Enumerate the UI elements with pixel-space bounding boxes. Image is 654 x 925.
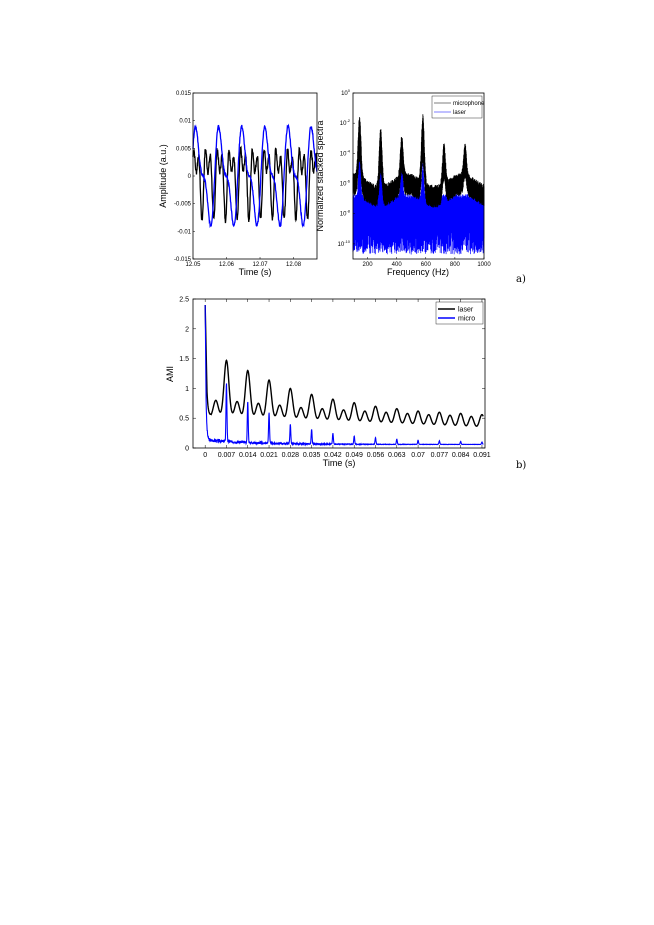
series-laser [204,304,484,427]
x-tick-label: 12.07 [253,262,269,268]
x-tick-label: 0.028 [282,452,300,459]
y-tick-label: 10-4 [340,148,351,157]
x-axis-label: Time (s) [323,458,356,468]
chart-amplitude: 12.05 12.06 12.07 12.08 0.015 0.01 0.005 0 -0.00… [158,91,318,277]
chart-ami: 0 0.007 0.014 0.021 0.028 0.035 0.042 0.049 0.05… [165,297,491,469]
x-axis-label: Frequency (Hz) [387,267,449,277]
x-tick-label: 0.07 [411,452,425,459]
x-tick-label: 0.042 [324,452,342,459]
legend-label-micro: micro [458,316,475,323]
x-tick-label: 800 [450,262,461,268]
series-microphone [352,114,485,208]
y-tick-label: -0.015 [174,257,192,263]
legend-label-laser: laser [458,307,474,314]
y-tick-label: 10-6 [340,179,351,188]
y-tick-label: 0 [185,446,189,453]
x-tick-label: 0.056 [367,452,385,459]
legend: laser micro [435,301,484,325]
x-tick-label: 0.077 [431,452,449,459]
y-axis-label: Amplitude (a.u.) [158,144,168,208]
y-tick-label: 2 [185,326,189,333]
y-tick-label: 0.005 [176,146,192,152]
legend: microphone laser [431,95,485,119]
x-tick-label: 0.084 [452,452,470,459]
y-axis-label: Normalized stacked spectra [315,120,325,231]
plot-frame [192,298,486,449]
y-tick-label: 10-10 [338,239,351,248]
y-tick-label: 10-2 [340,118,351,127]
chart-spectra: 200 400 600 800 1000 100 10-2 10-4 10-6 10-8 10-10… [315,88,491,277]
y-tick-label: 0 [188,174,192,180]
y-tick-label: 10-8 [340,209,351,218]
series-micro [204,304,484,447]
legend-label-microphone: microphone [453,101,485,107]
x-axis-label: Time (s) [239,267,272,277]
y-tick-label: 0.01 [179,119,191,125]
x-tick-label: 0.021 [260,452,278,459]
y-tick-label: 1.5 [179,356,189,363]
x-tick-label: 200 [363,262,374,268]
y-axis-label: AMI [165,366,175,382]
x-tick-label: 0.049 [345,452,363,459]
x-tick-label: 600 [421,262,432,268]
y-tick-label: 1 [185,386,189,393]
x-tick-label: 12.08 [286,262,302,268]
y-tick-label: 0.015 [176,91,192,97]
x-tick-label: 12.06 [219,262,235,268]
x-tick-label: 0 [203,452,207,459]
series-line-1 [192,123,318,229]
x-tick-label: 0.063 [388,452,406,459]
panel-label-a: a) [516,274,526,285]
panel-label-b: b) [516,460,526,471]
legend-label-laser: laser [453,110,466,116]
x-tick-label: 0.007 [218,452,236,459]
y-tick-label: 0.5 [179,416,189,423]
x-tick-label: 12.05 [185,262,201,268]
y-tick-label: -0.005 [174,202,192,208]
x-tick-label: 1000 [477,262,491,268]
x-tick-label: 400 [392,262,403,268]
x-tick-label: 0.091 [473,452,491,459]
series-line-0 [192,145,318,224]
x-tick-label: 0.035 [303,452,321,459]
y-tick-label: 100 [341,88,351,97]
y-tick-label: -0.01 [177,229,191,235]
x-tick-label: 0.014 [239,452,257,459]
y-tick-label: 2.5 [179,297,189,304]
plot-frame [352,92,485,260]
